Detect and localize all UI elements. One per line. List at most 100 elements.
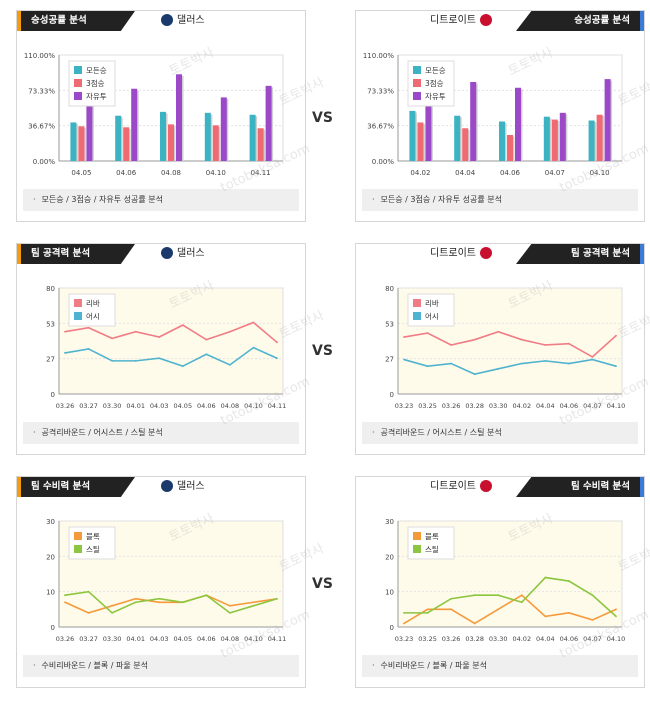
footer-bullet: ·: [372, 428, 375, 437]
team-label: 댈러스: [157, 13, 205, 29]
panel-footer: · 공격리바운드 / 어시스트 / 스틸 분석: [362, 422, 638, 444]
data-point: [615, 608, 617, 611]
panel-title-tab: 팀 공격력 분석: [17, 244, 135, 264]
legend-label: 블록: [86, 532, 100, 541]
team-label: 댈러스: [157, 246, 205, 262]
y-tick-label: 0: [51, 391, 55, 399]
x-tick-label: 04.11: [268, 635, 287, 643]
data-point: [591, 594, 594, 597]
chart-line: 30 20 10 0 03.23 03.25 03.26 03.28 03.30 04.02 04.…: [360, 503, 640, 667]
x-tick-label: 04.05: [173, 402, 192, 410]
data-point: [567, 611, 570, 614]
bar: [249, 114, 256, 161]
panel-dallas-offense: 팀 공격력 분석 댈러스 80 53 27 0 03.26 03.27 03.30 04.01 04…: [16, 243, 327, 455]
panel-footer: · 모든승 / 3점승 / 자유투 성공률 분석: [362, 189, 638, 211]
data-point: [567, 580, 570, 582]
panel-dallas-defense: 팀 수비력 분석 댈러스 30 20 10 0 03.26 03.27 03.30 04.01 04…: [16, 476, 327, 688]
bar: [409, 110, 416, 161]
legend-swatch: [413, 312, 421, 320]
x-tick-label: 03.25: [418, 635, 437, 643]
data-point: [426, 608, 429, 611]
x-tick-label: 04.02: [512, 402, 531, 410]
legend-label: 3점승: [425, 78, 444, 88]
y-tick-label: 0: [390, 624, 394, 632]
data-point: [473, 622, 476, 625]
chart-bar: 110.00% 73.33% 36.67% 0.00% 04.05 04.06 04.08 0…: [21, 37, 301, 201]
bar: [425, 81, 432, 161]
x-tick-label: 04.06: [560, 402, 579, 410]
panel-header: 팀 수비력 분석 댈러스: [17, 477, 305, 497]
footer-text: 공격리바운드 / 어시스트 / 스틸 분석: [41, 428, 163, 437]
y-tick-label: 27: [385, 356, 394, 364]
x-tick-label: 04.06: [197, 402, 216, 410]
series-line: [403, 330, 617, 358]
legend-label: 모든승: [425, 66, 446, 75]
legend-label: 스틸: [425, 545, 439, 554]
x-tick-label: 03.28: [465, 402, 484, 410]
data-point: [111, 337, 114, 340]
data-point: [426, 611, 429, 614]
x-tick-label: 04.08: [161, 169, 181, 177]
legend-swatch: [413, 66, 421, 74]
y-tick-label: 10: [46, 589, 55, 597]
panel-title-tab: 팀 수비력 분석: [17, 477, 135, 497]
x-tick-label: 04.06: [197, 635, 216, 643]
bar: [543, 116, 550, 161]
bar: [462, 128, 469, 161]
data-point: [87, 348, 90, 350]
series-line: [403, 594, 617, 625]
panel-footer: · 모든승 / 3점승 / 자유투 성공률 분석: [23, 189, 299, 211]
y-tick-label: 10: [385, 589, 394, 597]
bar: [204, 112, 211, 161]
x-tick-label: 04.11: [251, 169, 271, 177]
data-point: [544, 615, 547, 618]
y-tick-label: 20: [46, 553, 55, 561]
team-name: 디트로이트: [430, 481, 476, 492]
x-tick-label: 04.04: [536, 635, 555, 643]
legend-label: 리바: [86, 298, 100, 308]
legend-swatch: [413, 79, 421, 87]
x-tick-label: 04.04: [455, 169, 476, 177]
data-point: [615, 615, 617, 618]
data-point: [276, 341, 278, 344]
bar: [212, 125, 219, 161]
data-point: [228, 611, 231, 614]
y-tick-label: 0: [390, 391, 394, 399]
y-tick-label: 30: [385, 518, 394, 526]
bar: [123, 127, 130, 161]
data-point: [205, 338, 208, 341]
y-tick-label: 20: [385, 553, 394, 561]
legend-swatch: [74, 532, 82, 540]
x-tick-label: 03.26: [442, 402, 461, 410]
vs-label: VS: [312, 343, 333, 359]
x-tick-label: 04.05: [71, 169, 91, 177]
data-point: [403, 622, 405, 625]
legend-label: 블록: [425, 532, 439, 541]
x-tick-label: 04.07: [545, 169, 565, 177]
series-line: [404, 576, 617, 617]
data-point: [228, 330, 231, 333]
y-tick-label: 110.00%: [24, 52, 55, 60]
data-point: [497, 608, 500, 611]
bar: [131, 88, 138, 161]
data-point: [134, 601, 137, 604]
data-point: [87, 611, 90, 614]
x-tick-label: 03.23: [395, 635, 414, 643]
legend-swatch: [413, 299, 421, 307]
data-point: [567, 342, 570, 345]
legend-label: 어시: [425, 311, 439, 321]
team-name: 댈러스: [177, 481, 205, 492]
data-point: [228, 363, 231, 366]
team-name: 댈러스: [177, 248, 205, 259]
bar: [160, 111, 166, 161]
y-tick-label: 73.33%: [367, 87, 394, 95]
x-tick-label: 03.27: [79, 402, 98, 410]
x-tick-label: 04.08: [221, 635, 240, 643]
series-line: [64, 594, 278, 614]
data-point: [111, 611, 114, 614]
legend-swatch: [413, 92, 421, 100]
data-point: [134, 359, 137, 362]
data-point: [181, 324, 184, 326]
y-tick-label: 80: [46, 285, 55, 293]
y-tick-label: 53: [385, 320, 394, 328]
